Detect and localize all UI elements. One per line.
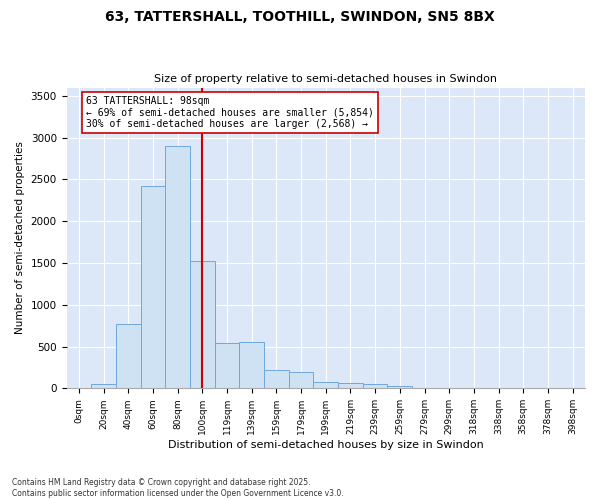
Bar — [264, 370, 289, 388]
Bar — [289, 372, 313, 388]
Text: 63 TATTERSHALL: 98sqm
← 69% of semi-detached houses are smaller (5,854)
30% of s: 63 TATTERSHALL: 98sqm ← 69% of semi-deta… — [86, 96, 374, 129]
Title: Size of property relative to semi-detached houses in Swindon: Size of property relative to semi-detach… — [154, 74, 497, 84]
Bar — [165, 146, 190, 388]
Text: 63, TATTERSHALL, TOOTHILL, SWINDON, SN5 8BX: 63, TATTERSHALL, TOOTHILL, SWINDON, SN5 … — [105, 10, 495, 24]
Text: Contains HM Land Registry data © Crown copyright and database right 2025.
Contai: Contains HM Land Registry data © Crown c… — [12, 478, 344, 498]
Bar — [363, 384, 388, 388]
Bar — [338, 383, 363, 388]
Bar — [190, 262, 215, 388]
X-axis label: Distribution of semi-detached houses by size in Swindon: Distribution of semi-detached houses by … — [168, 440, 484, 450]
Bar — [313, 382, 338, 388]
Bar — [91, 384, 116, 388]
Bar — [239, 342, 264, 388]
Bar — [215, 343, 239, 388]
Y-axis label: Number of semi-detached properties: Number of semi-detached properties — [15, 142, 25, 334]
Bar — [388, 386, 412, 388]
Bar — [116, 324, 140, 388]
Bar — [140, 186, 165, 388]
